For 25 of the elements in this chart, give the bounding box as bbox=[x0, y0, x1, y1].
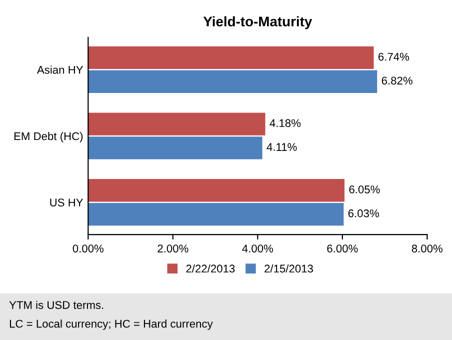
bar bbox=[88, 46, 374, 70]
bar bbox=[88, 70, 378, 93]
x-tick-label: 2.00% bbox=[158, 244, 188, 252]
x-tick-label: 0.00% bbox=[72, 244, 104, 252]
bar bbox=[88, 136, 262, 160]
bar bbox=[88, 202, 344, 226]
data-label: 4.18% bbox=[270, 119, 301, 128]
data-label: 6.74% bbox=[378, 52, 410, 61]
data-label: 4.11% bbox=[266, 143, 297, 151]
x-tick-label: 4.00% bbox=[242, 244, 273, 252]
bar bbox=[88, 179, 345, 202]
x-tick-label: 8.00% bbox=[412, 244, 442, 252]
data-label: 6.82% bbox=[382, 76, 412, 85]
text: LC = Local currency; HC = Hard currency bbox=[10, 320, 213, 330]
legend-label: 2/22/2013 bbox=[186, 264, 235, 273]
text: YTM is USD terms. bbox=[9, 300, 104, 309]
y-tick-label: EM Debt (HC) bbox=[14, 132, 83, 142]
x-tick-label: 6.00% bbox=[327, 244, 358, 252]
bar bbox=[88, 112, 266, 136]
chart-title: Yield-to-Maturity bbox=[203, 16, 312, 30]
legend-label: 2/15/2013 bbox=[264, 264, 313, 273]
y-tick-label: US HY bbox=[50, 198, 84, 206]
data-label: 6.03% bbox=[348, 209, 379, 218]
y-tick-label: Asian HY bbox=[36, 66, 84, 74]
data-label: 6.05% bbox=[349, 186, 380, 194]
